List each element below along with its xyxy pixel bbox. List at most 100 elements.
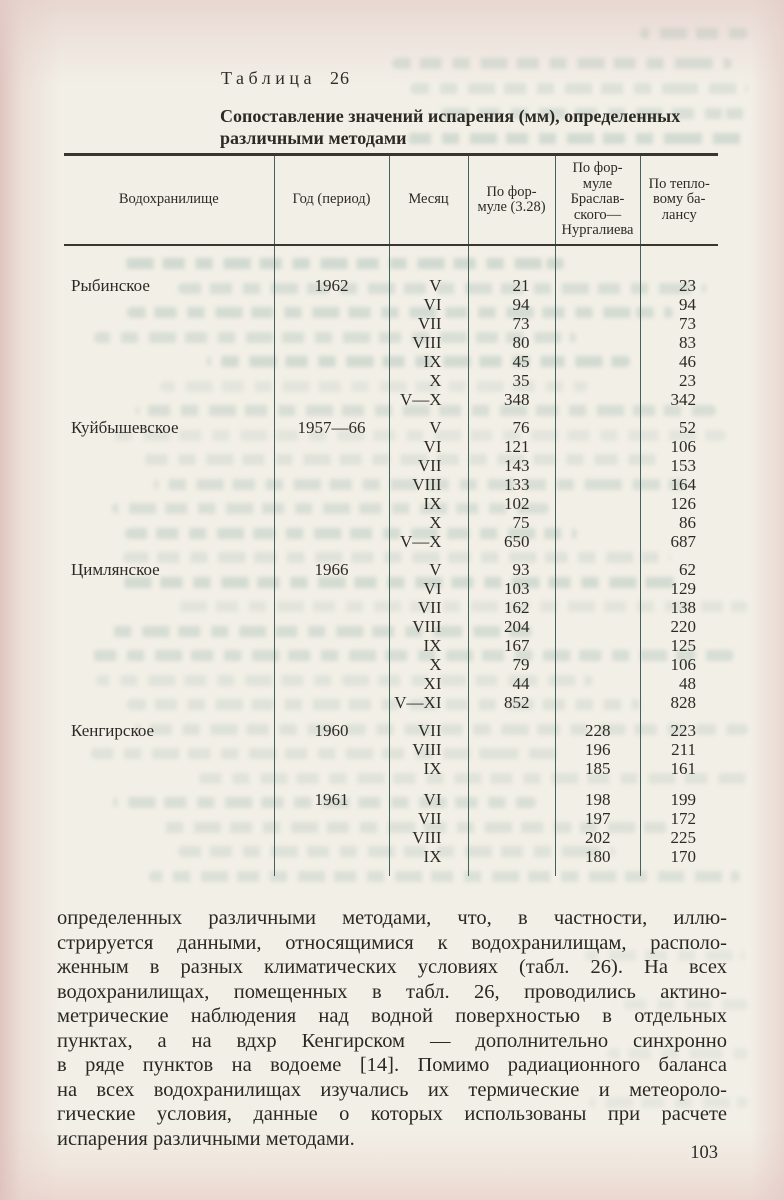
reservoir-cell: [64, 790, 275, 809]
table-row: VI 103 129: [64, 579, 718, 598]
braslavsky-cell: [555, 276, 641, 295]
table-row: VII 73 73: [64, 314, 718, 333]
formula-328-cell: 80: [468, 333, 556, 352]
reservoir-cell: [64, 636, 275, 655]
paragraph-line: пунктах, а на вдхр Кенгирском — дополнит…: [57, 1029, 727, 1052]
heat-balance-cell: 83: [679, 333, 696, 352]
table-row: V—X 348 342: [64, 390, 718, 409]
year-cell: [274, 759, 390, 778]
spacer-cell: [389, 712, 469, 721]
column-header-braslavsky: По фор-муле Браслав-ского— Нургалиева: [555, 154, 641, 246]
reservoir-cell: Кенгирское: [64, 721, 275, 740]
table-row: VI 121 106: [64, 437, 718, 456]
formula-328-cell: 650: [468, 532, 556, 551]
formula-328-cell: [468, 828, 556, 847]
spacer-cell: [555, 866, 641, 876]
braslavsky-cell: [555, 579, 641, 598]
spacer-cell: [389, 551, 469, 560]
year-cell: [274, 740, 390, 759]
month-cell: X: [389, 371, 469, 390]
formula-328-cell: [468, 847, 556, 866]
year-cell: [274, 847, 390, 866]
month-cell: VII: [389, 456, 469, 475]
heat-balance-cell: 46: [679, 352, 696, 371]
formula-328-cell: 852: [468, 693, 556, 712]
table-row: Цимлянское 1966 V 93 62: [64, 560, 718, 579]
year-cell: [274, 579, 390, 598]
table-row: X 75 86: [64, 513, 718, 532]
table-label: Таблица 26: [221, 68, 350, 89]
table-row: Куйбышевское 1957—66 V 76 52: [64, 418, 718, 437]
spacer-cell: [555, 245, 641, 276]
spacer-cell: [640, 245, 718, 276]
paragraph-line: испарения различными методами.: [57, 1127, 355, 1150]
spacer-row: [64, 551, 718, 560]
month-cell: V: [389, 276, 469, 295]
year-cell: [274, 295, 390, 314]
evaporation-comparison-table: Водохранилище Год (период) Месяц По фор-мул…: [64, 153, 718, 876]
table-label-number: 26: [329, 68, 350, 88]
year-cell: [274, 513, 390, 532]
reservoir-cell: [64, 475, 275, 494]
paragraph-line: гические условия, данные о которых испол…: [57, 1103, 727, 1125]
month-cell: VI: [389, 579, 469, 598]
reservoir-cell: [64, 371, 275, 390]
braslavsky-cell: [555, 352, 641, 371]
formula-328-cell: 79: [468, 655, 556, 674]
formula-328-cell: 121: [468, 437, 556, 456]
year-cell: 1966: [274, 560, 390, 579]
formula-328-cell: 21: [468, 276, 556, 295]
spacer-cell: [468, 712, 556, 721]
month-cell: IX: [389, 352, 469, 371]
year-cell: [274, 828, 390, 847]
reservoir-cell: [64, 847, 275, 866]
braslavsky-cell: [555, 295, 641, 314]
heat-balance-cell: 106: [670, 437, 697, 456]
paragraph-line: метрические наблюдения над водной поверх…: [57, 1005, 727, 1027]
braslavsky-cell: 197: [555, 809, 641, 828]
braslavsky-cell: [555, 560, 641, 579]
spacer-cell: [640, 712, 718, 721]
spacer-row: [64, 866, 718, 876]
month-cell: IX: [389, 636, 469, 655]
table-row: VIII 80 83: [64, 333, 718, 352]
year-cell: [274, 655, 390, 674]
heat-balance-cell: 225: [670, 828, 697, 847]
reservoir-cell: [64, 740, 275, 759]
formula-328-cell: 167: [468, 636, 556, 655]
year-cell: 1957—66: [274, 418, 390, 437]
spacer-cell: [64, 245, 275, 276]
spacer-row: [64, 245, 718, 276]
heat-balance-cell: 52: [679, 418, 696, 437]
formula-328-cell: 45: [468, 352, 556, 371]
heat-balance-cell: 129: [670, 579, 697, 598]
year-cell: 1962: [274, 276, 390, 295]
braslavsky-cell: 185: [555, 759, 641, 778]
table-row: VII 197 172: [64, 809, 718, 828]
year-cell: 1960: [274, 721, 390, 740]
spacer-cell: [468, 866, 556, 876]
heat-balance-cell: 73: [679, 314, 696, 333]
month-cell: VI: [389, 295, 469, 314]
table-row: VII 143 153: [64, 456, 718, 475]
year-cell: [274, 333, 390, 352]
spacer-row: [64, 409, 718, 418]
column-header-year-period: Год (период): [274, 154, 390, 246]
spacer-row: [64, 778, 718, 790]
column-header-month: Месяц: [389, 154, 469, 246]
heat-balance-cell: 170: [670, 847, 697, 866]
spacer-cell: [274, 409, 390, 418]
year-cell: [274, 598, 390, 617]
bleed-through-line: [409, 83, 748, 94]
spacer-cell: [468, 245, 556, 276]
paragraph-line: женным в разных климатических условиях (…: [57, 956, 727, 978]
spacer-cell: [389, 409, 469, 418]
table-row: X 79 106: [64, 655, 718, 674]
spacer-cell: [640, 866, 718, 876]
paragraph-line: в ряде пунктов на водоеме [14]. Помимо р…: [57, 1054, 727, 1076]
spacer-cell: [389, 245, 469, 276]
heat-balance-cell: 48: [679, 674, 696, 693]
spacer-cell: [389, 866, 469, 876]
spacer-cell: [274, 778, 390, 790]
column-header-formula-328: По фор-муле (3.28): [468, 154, 556, 246]
